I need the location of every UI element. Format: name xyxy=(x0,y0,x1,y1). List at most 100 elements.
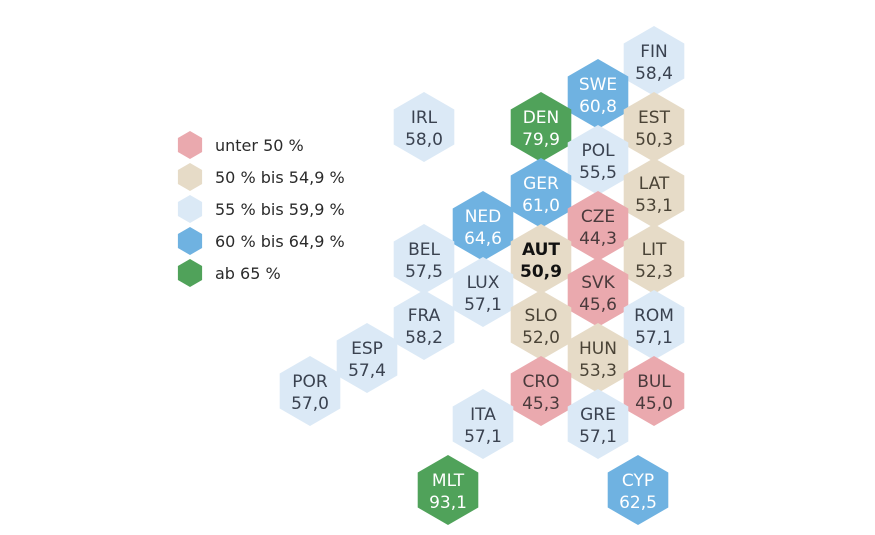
hex-shape xyxy=(452,191,514,261)
country-code: SLO xyxy=(524,306,557,326)
hex-shape xyxy=(623,290,685,360)
country-value: 60,8 xyxy=(579,97,617,117)
country-code: SWE xyxy=(579,75,617,95)
legend-item-55_599: 55 % bis 59,9 % xyxy=(177,195,345,223)
legend-label: 55 % bis 59,9 % xyxy=(215,200,345,219)
legend-swatch xyxy=(177,227,203,255)
hex-grid: FIN58,4SWE60,8IRL58,0DEN79,9EST50,3POL55… xyxy=(279,26,685,525)
country-value: 57,1 xyxy=(579,427,617,447)
country-code: EST xyxy=(638,108,671,128)
hex-shape xyxy=(567,323,629,393)
country-code: FRA xyxy=(408,306,441,326)
country-value: 53,1 xyxy=(635,196,673,216)
country-value: 57,1 xyxy=(464,295,502,315)
hex-shape xyxy=(567,59,629,129)
legend-item-lt50: unter 50 % xyxy=(177,131,304,159)
country-value: 45,3 xyxy=(522,394,560,414)
country-code: POL xyxy=(581,141,615,161)
legend: unter 50 % 50 % bis 54,9 % 55 % bis 59,9 %… xyxy=(177,131,345,287)
country-code: BUL xyxy=(637,372,671,392)
hex-shape xyxy=(623,26,685,96)
hex-shape xyxy=(623,224,685,294)
legend-label: ab 65 % xyxy=(215,264,281,283)
country-code: MLT xyxy=(432,471,465,491)
country-code: CYP xyxy=(622,471,654,491)
hex-shape xyxy=(510,356,572,426)
legend-item-ge65: ab 65 % xyxy=(177,259,281,287)
country-value: 64,6 xyxy=(464,229,502,249)
legend-swatch xyxy=(177,131,203,159)
country-value: 55,5 xyxy=(579,163,617,183)
country-value: 57,0 xyxy=(291,394,329,414)
country-value: 45,6 xyxy=(579,295,617,315)
hex-shape xyxy=(393,224,455,294)
legend-item-50_549: 50 % bis 54,9 % xyxy=(177,163,345,191)
legend-label: 50 % bis 54,9 % xyxy=(215,168,345,187)
country-code: GER xyxy=(523,174,559,194)
country-code: ROM xyxy=(634,306,674,326)
country-value: 50,3 xyxy=(635,130,673,150)
country-code: GRE xyxy=(580,405,616,425)
country-code: DEN xyxy=(523,108,560,128)
country-code: FIN xyxy=(640,42,668,62)
country-value: 58,0 xyxy=(405,130,443,150)
country-value: 52,3 xyxy=(635,262,673,282)
hex-shape xyxy=(607,455,669,525)
country-code: BEL xyxy=(408,240,440,260)
legend-label: 60 % bis 64,9 % xyxy=(215,232,345,251)
country-value: 45,0 xyxy=(635,394,673,414)
country-code: LAT xyxy=(639,174,670,194)
country-code: AUT xyxy=(522,240,560,260)
country-code: IRL xyxy=(411,108,438,128)
hex-shape xyxy=(417,455,479,525)
hex-shape xyxy=(279,356,341,426)
country-code: ITA xyxy=(470,405,496,425)
country-code: SVK xyxy=(581,273,615,293)
country-code: ESP xyxy=(351,339,383,359)
country-code: LIT xyxy=(642,240,667,260)
country-value: 50,9 xyxy=(520,262,562,282)
country-code: HUN xyxy=(579,339,617,359)
legend-swatch xyxy=(177,163,203,191)
country-code: LUX xyxy=(467,273,500,293)
hex-shape xyxy=(452,257,514,327)
country-code: POR xyxy=(292,372,328,392)
country-value: 53,3 xyxy=(579,361,617,381)
country-value: 57,5 xyxy=(405,262,443,282)
hex-shape xyxy=(510,158,572,228)
legend-item-60_649: 60 % bis 64,9 % xyxy=(177,227,345,255)
country-value: 61,0 xyxy=(522,196,560,216)
hex-shape xyxy=(452,389,514,459)
country-value: 58,2 xyxy=(405,328,443,348)
country-value: 58,4 xyxy=(635,64,673,84)
country-value: 79,9 xyxy=(522,130,560,150)
country-value: 62,5 xyxy=(619,493,657,513)
hex-shape xyxy=(567,257,629,327)
hex-shape xyxy=(510,224,572,294)
country-value: 57,1 xyxy=(635,328,673,348)
hex-shape xyxy=(623,158,685,228)
